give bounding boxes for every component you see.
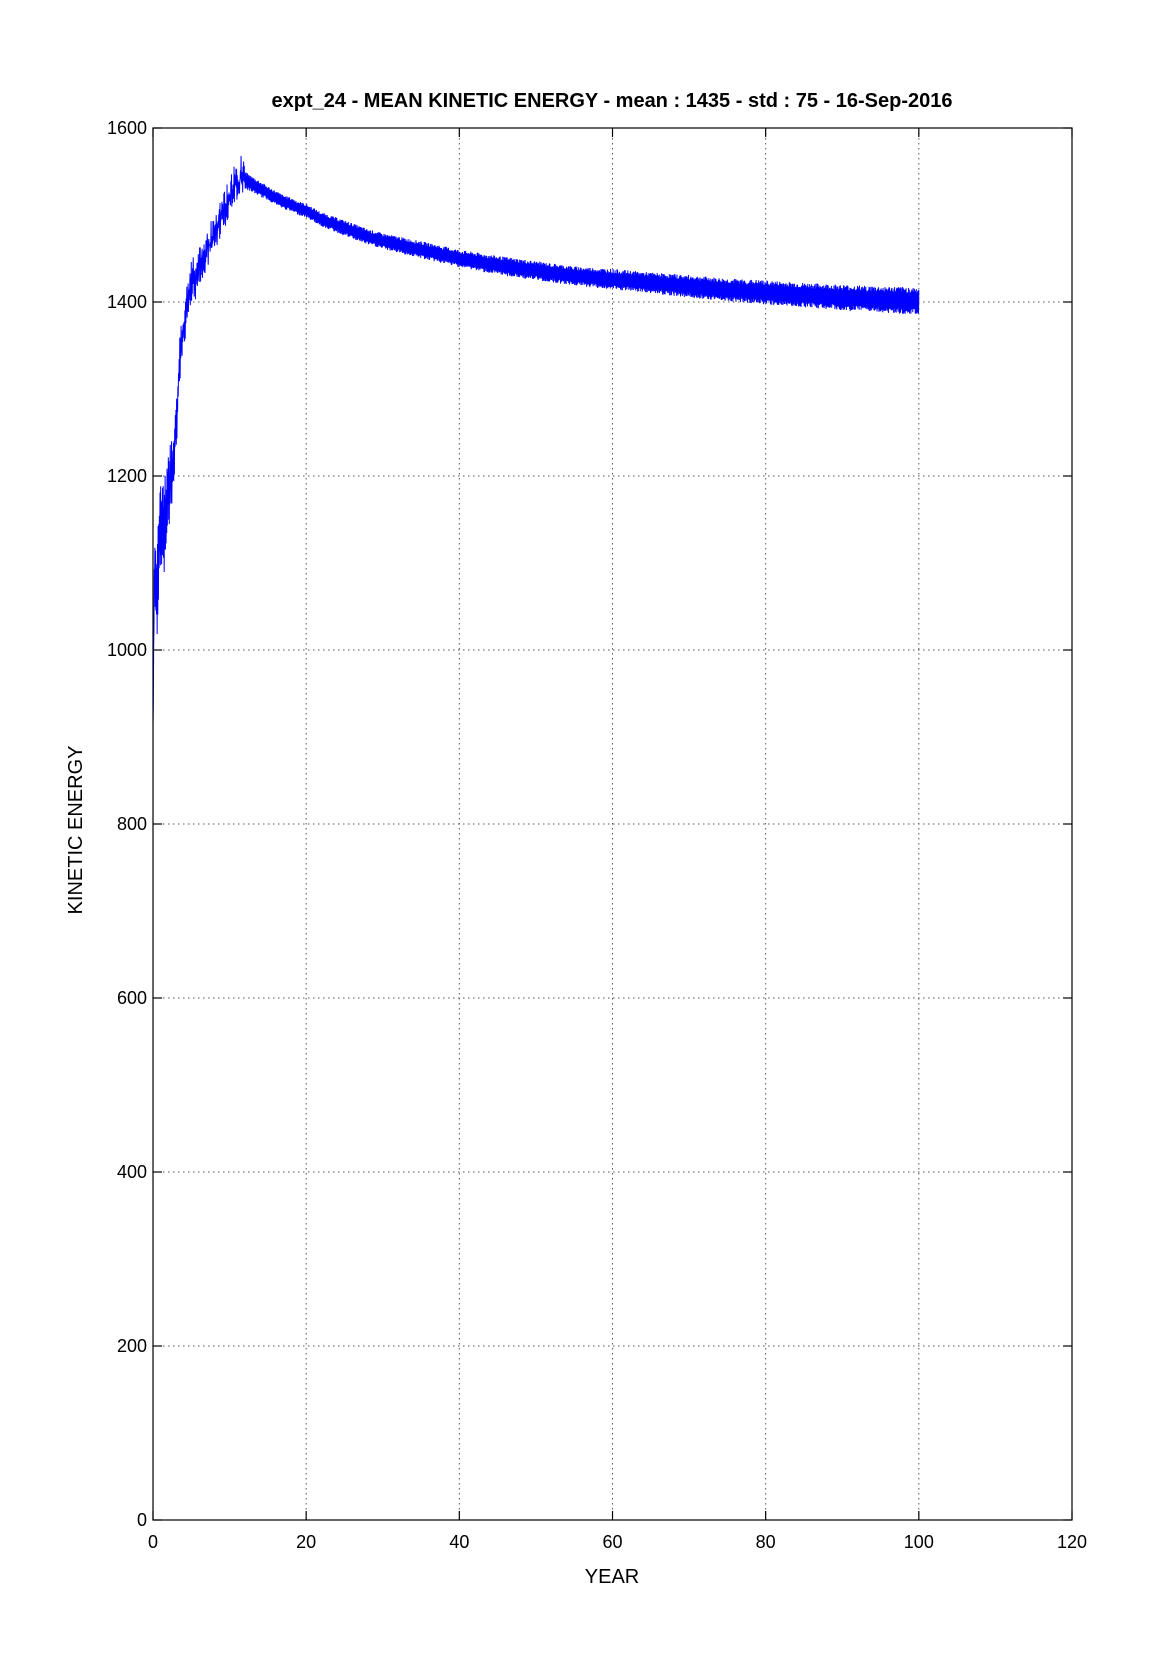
x-tick-label: 0 <box>148 1532 158 1552</box>
x-tick-labels: 0 20 40 60 80 100 120 <box>148 1532 1087 1552</box>
y-tick-label: 0 <box>137 1510 147 1530</box>
y-tick-label: 1400 <box>107 292 147 312</box>
x-tick-label: 20 <box>296 1532 316 1552</box>
x-tick-label: 120 <box>1057 1532 1087 1552</box>
y-tick-label: 400 <box>117 1162 147 1182</box>
y-tick-label: 1000 <box>107 640 147 660</box>
x-tick-label: 40 <box>449 1532 469 1552</box>
x-tick-label: 100 <box>904 1532 934 1552</box>
y-tick-label: 800 <box>117 814 147 834</box>
y-tick-label: 1600 <box>107 118 147 138</box>
y-axis-label: KINETIC ENERGY <box>65 746 87 915</box>
y-tick-labels: 0 200 400 600 800 1000 1200 1400 1600 <box>107 118 147 1530</box>
y-tick-label: 600 <box>117 988 147 1008</box>
tick-marks <box>152 127 1073 1521</box>
x-axis-label: YEAR <box>585 1566 639 1588</box>
series-line-kinetic-energy <box>152 155 920 727</box>
x-tick-label: 60 <box>602 1532 622 1552</box>
grid-lines <box>153 128 1072 1520</box>
y-tick-label: 1200 <box>107 466 147 486</box>
x-tick-label: 80 <box>756 1532 776 1552</box>
chart-title: expt_24 - MEAN KINETIC ENERGY - mean : 1… <box>272 90 953 112</box>
y-tick-label: 200 <box>117 1336 147 1356</box>
